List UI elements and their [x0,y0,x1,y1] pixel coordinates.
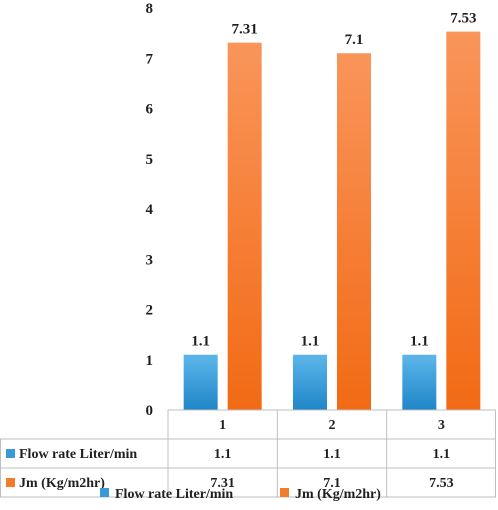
data-table: 1 2 3 Flow rate Liter/min 1.1 1.1 1.1 Jm (Kg/m2… [0,409,496,498]
y-axis: 0 1 2 3 4 5 6 7 8 [146,1,154,419]
y-tick-label: 2 [146,303,154,319]
y-tick-label: 7 [146,51,154,67]
legend-key [280,488,289,497]
table-cell-value: 7.53 [429,476,454,491]
data-label: 1.1 [410,334,429,350]
data-label: 7.31 [232,22,258,38]
table-cell-value: 1.1 [323,447,341,462]
x-tick-label: 1 [219,418,226,433]
plot-area: 1.1 1.1 1.1 7.31 7.1 7.53 [168,11,496,411]
x-tick-label: 2 [329,418,336,433]
y-tick-label: 1 [146,353,154,369]
bar-series-2-cat-1 [227,42,262,411]
table-cell-value: 1.1 [214,447,232,462]
bar-series-1-cat-3 [402,354,437,410]
y-tick-label: 0 [146,403,154,419]
table-series-name: Flow rate Liter/min [19,447,137,462]
bar-series-1-cat-2 [293,354,327,410]
legend-label: Jm (Kg/m2hr) [295,487,381,502]
y-tick-label: 6 [146,102,154,118]
x-tick-label: 3 [438,418,445,433]
table-cell-value: 7.31 [210,476,235,491]
table-cell-value: 7.1 [323,476,341,491]
y-tick-label: 8 [146,1,154,17]
data-label: 1.1 [301,334,320,350]
bar-series-2-cat-2 [337,53,371,410]
table-legend-key [6,449,15,458]
bar-series-2-cat-3 [446,31,481,411]
table-series-name: Jm (Kg/m2hr) [19,476,105,491]
data-label: 1.1 [191,334,210,350]
legend-key [100,488,109,497]
bar-series-1-cat-1 [183,354,218,410]
table-legend-key [6,478,15,487]
table-cell-value: 1.1 [433,447,451,462]
y-tick-label: 3 [146,252,154,268]
legend: Flow rate Liter/min Jm (Kg/m2hr) [100,487,381,502]
y-tick-label: 5 [146,152,154,168]
legend-label: Flow rate Liter/min [115,487,233,502]
data-label: 7.1 [345,32,364,48]
data-label: 7.53 [450,11,476,27]
y-tick-label: 4 [146,202,154,218]
